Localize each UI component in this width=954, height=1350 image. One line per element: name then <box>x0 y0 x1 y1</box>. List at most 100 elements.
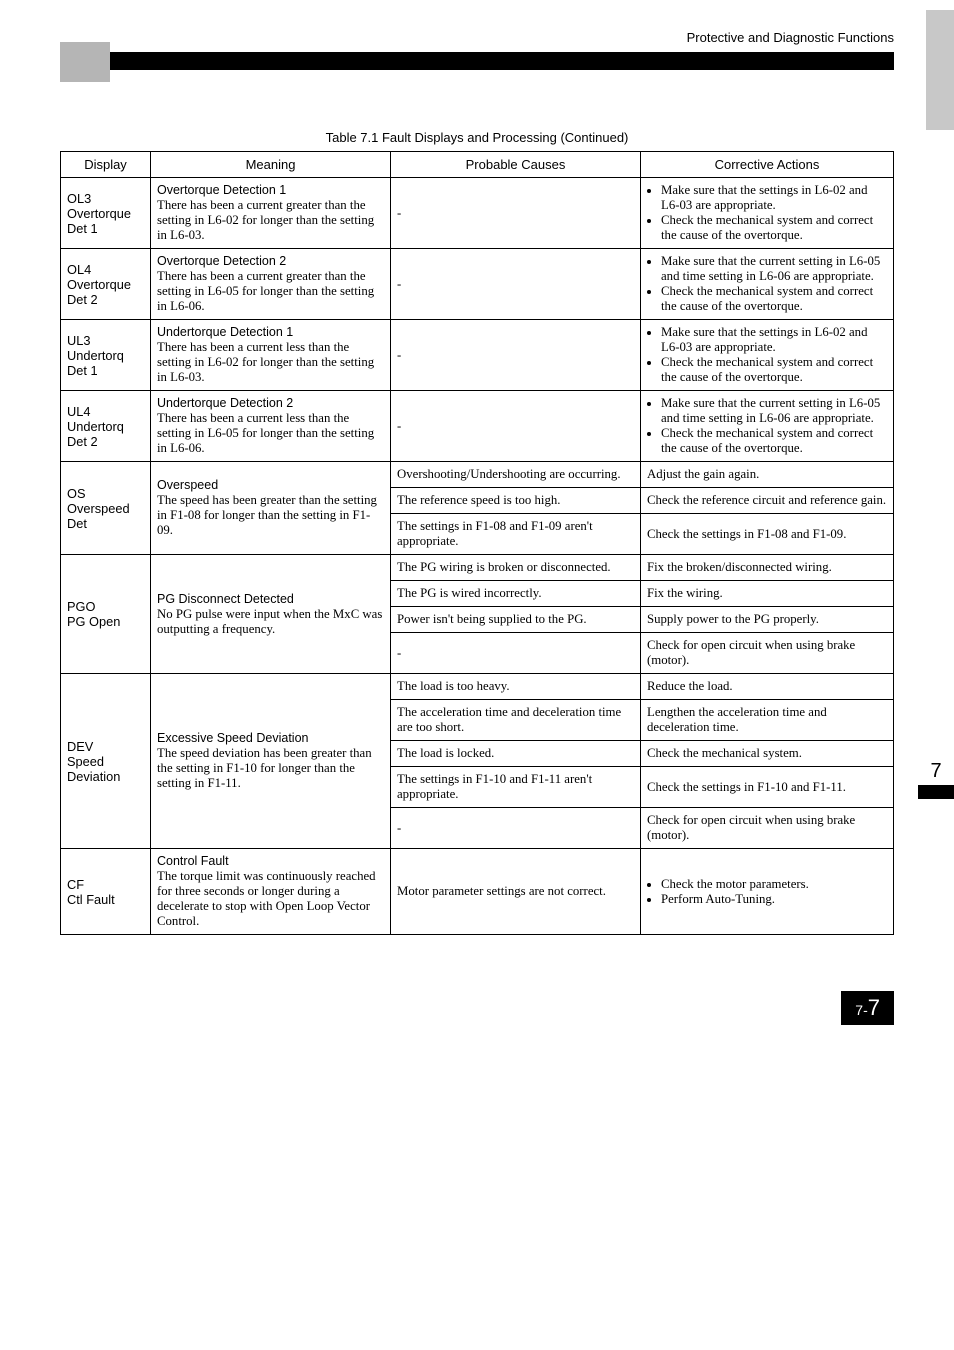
footer: 7-7 <box>60 985 894 1025</box>
cell-actions: Check the mechanical system. <box>641 741 894 767</box>
side-chapter-bar <box>918 785 954 799</box>
meaning-title: Overspeed <box>157 478 218 492</box>
side-gray-decor <box>926 10 954 130</box>
cell-causes: The load is too heavy. <box>391 674 641 700</box>
cell-actions: Check the motor parameters. Perform Auto… <box>641 849 894 935</box>
header-black-bar <box>60 52 894 70</box>
meaning-body: There has been a current greater than th… <box>157 269 374 313</box>
table-row: OL4 Overtorque Det 2 Overtorque Detectio… <box>61 249 894 320</box>
cell-actions: Fix the broken/disconnected wiring. <box>641 555 894 581</box>
cell-causes: The PG wiring is broken or disconnected. <box>391 555 641 581</box>
cell-causes: The settings in F1-10 and F1-11 aren't a… <box>391 767 641 808</box>
meaning-title: Excessive Speed Deviation <box>157 731 308 745</box>
cell-causes: - <box>391 249 641 320</box>
footer-page-number: 7 <box>868 995 880 1020</box>
cell-actions: Make sure that the current setting in L6… <box>641 249 894 320</box>
side-chapter-tab: 7 <box>918 760 954 799</box>
cell-actions: Supply power to the PG properly. <box>641 607 894 633</box>
table-header-row: Display Meaning Probable Causes Correcti… <box>61 152 894 178</box>
cell-causes: - <box>391 633 641 674</box>
footer-page-box: 7-7 <box>841 991 894 1025</box>
cell-causes: Overshooting/Undershooting are occurring… <box>391 462 641 488</box>
cell-causes: The acceleration time and deceleration t… <box>391 700 641 741</box>
page: Protective and Diagnostic Functions Tabl… <box>0 0 954 1045</box>
meaning-body: There has been a current less than the s… <box>157 411 374 455</box>
meaning-title: Control Fault <box>157 854 229 868</box>
table-caption: Table 7.1 Fault Displays and Processing … <box>60 130 894 145</box>
action-bullet: Perform Auto-Tuning. <box>661 892 887 907</box>
col-header-causes: Probable Causes <box>391 152 641 178</box>
cell-causes: - <box>391 178 641 249</box>
meaning-title: Undertorque Detection 2 <box>157 396 293 410</box>
table-row: UL4 Undertorq Det 2 Undertorque Detectio… <box>61 391 894 462</box>
footer-prefix: 7- <box>855 1002 867 1018</box>
cell-display: UL3 Undertorq Det 1 <box>61 320 151 391</box>
cell-actions: Make sure that the settings in L6-02 and… <box>641 320 894 391</box>
header-gray-box <box>60 42 110 82</box>
cell-meaning: Overspeed The speed has been greater tha… <box>151 462 391 555</box>
table-row: OL3 Overtorque Det 1 Overtorque Detectio… <box>61 178 894 249</box>
cell-meaning: PG Disconnect Detected No PG pulse were … <box>151 555 391 674</box>
action-bullet: Check the mechanical system and correct … <box>661 355 887 385</box>
meaning-title: Overtorque Detection 2 <box>157 254 286 268</box>
cell-actions: Make sure that the current setting in L6… <box>641 391 894 462</box>
action-bullet: Check the mechanical system and correct … <box>661 426 887 456</box>
meaning-body: The torque limit was continuously reache… <box>157 869 376 928</box>
cell-meaning: Excessive Speed Deviation The speed devi… <box>151 674 391 849</box>
meaning-title: PG Disconnect Detected <box>157 592 294 606</box>
meaning-body: No PG pulse were input when the MxC was … <box>157 607 382 636</box>
cell-actions: Adjust the gain again. <box>641 462 894 488</box>
cell-actions: Make sure that the settings in L6-02 and… <box>641 178 894 249</box>
header-section-title: Protective and Diagnostic Functions <box>687 30 894 45</box>
action-bullet: Make sure that the settings in L6-02 and… <box>661 325 887 355</box>
cell-display: OL4 Overtorque Det 2 <box>61 249 151 320</box>
cell-meaning: Undertorque Detection 2 There has been a… <box>151 391 391 462</box>
cell-display: OS Overspeed Det <box>61 462 151 555</box>
table-row: UL3 Undertorq Det 1 Undertorque Detectio… <box>61 320 894 391</box>
cell-actions: Reduce the load. <box>641 674 894 700</box>
cell-actions: Check for open circuit when using brake … <box>641 808 894 849</box>
meaning-title: Overtorque Detection 1 <box>157 183 286 197</box>
action-bullet: Check the motor parameters. <box>661 877 887 892</box>
cell-actions: Fix the wiring. <box>641 581 894 607</box>
cell-display: OL3 Overtorque Det 1 <box>61 178 151 249</box>
table-row: OS Overspeed Det Overspeed The speed has… <box>61 462 894 488</box>
meaning-body: The speed deviation has been greater tha… <box>157 746 372 790</box>
cell-causes: Motor parameter settings are not correct… <box>391 849 641 935</box>
table-row: PGO PG Open PG Disconnect Detected No PG… <box>61 555 894 581</box>
cell-actions: Lengthen the acceleration time and decel… <box>641 700 894 741</box>
cell-causes: The PG is wired incorrectly. <box>391 581 641 607</box>
action-bullet: Check the mechanical system and correct … <box>661 284 887 314</box>
cell-meaning: Control Fault The torque limit was conti… <box>151 849 391 935</box>
cell-causes: - <box>391 391 641 462</box>
cell-causes: The reference speed is too high. <box>391 488 641 514</box>
cell-display: PGO PG Open <box>61 555 151 674</box>
cell-causes: The load is locked. <box>391 741 641 767</box>
cell-display: UL4 Undertorq Det 2 <box>61 391 151 462</box>
cell-actions: Check the reference circuit and referenc… <box>641 488 894 514</box>
meaning-title: Undertorque Detection 1 <box>157 325 293 339</box>
action-bullet: Make sure that the settings in L6-02 and… <box>661 183 887 213</box>
side-chapter-number: 7 <box>918 760 954 783</box>
cell-causes: Power isn't being supplied to the PG. <box>391 607 641 633</box>
meaning-body: There has been a current greater than th… <box>157 198 374 242</box>
cell-display: CF Ctl Fault <box>61 849 151 935</box>
cell-meaning: Overtorque Detection 1 There has been a … <box>151 178 391 249</box>
header-bar: Protective and Diagnostic Functions <box>60 30 894 70</box>
col-header-actions: Corrective Actions <box>641 152 894 178</box>
cell-display: DEV Speed Deviation <box>61 674 151 849</box>
cell-meaning: Overtorque Detection 2 There has been a … <box>151 249 391 320</box>
col-header-meaning: Meaning <box>151 152 391 178</box>
cell-actions: Check the settings in F1-10 and F1-11. <box>641 767 894 808</box>
fault-table: Display Meaning Probable Causes Correcti… <box>60 151 894 935</box>
meaning-body: There has been a current less than the s… <box>157 340 374 384</box>
action-bullet: Check the mechanical system and correct … <box>661 213 887 243</box>
table-row: CF Ctl Fault Control Fault The torque li… <box>61 849 894 935</box>
cell-meaning: Undertorque Detection 1 There has been a… <box>151 320 391 391</box>
cell-actions: Check the settings in F1-08 and F1-09. <box>641 514 894 555</box>
col-header-display: Display <box>61 152 151 178</box>
meaning-body: The speed has been greater than the sett… <box>157 493 377 537</box>
action-bullet: Make sure that the current setting in L6… <box>661 396 887 426</box>
cell-causes: - <box>391 320 641 391</box>
cell-causes: The settings in F1-08 and F1-09 aren't a… <box>391 514 641 555</box>
